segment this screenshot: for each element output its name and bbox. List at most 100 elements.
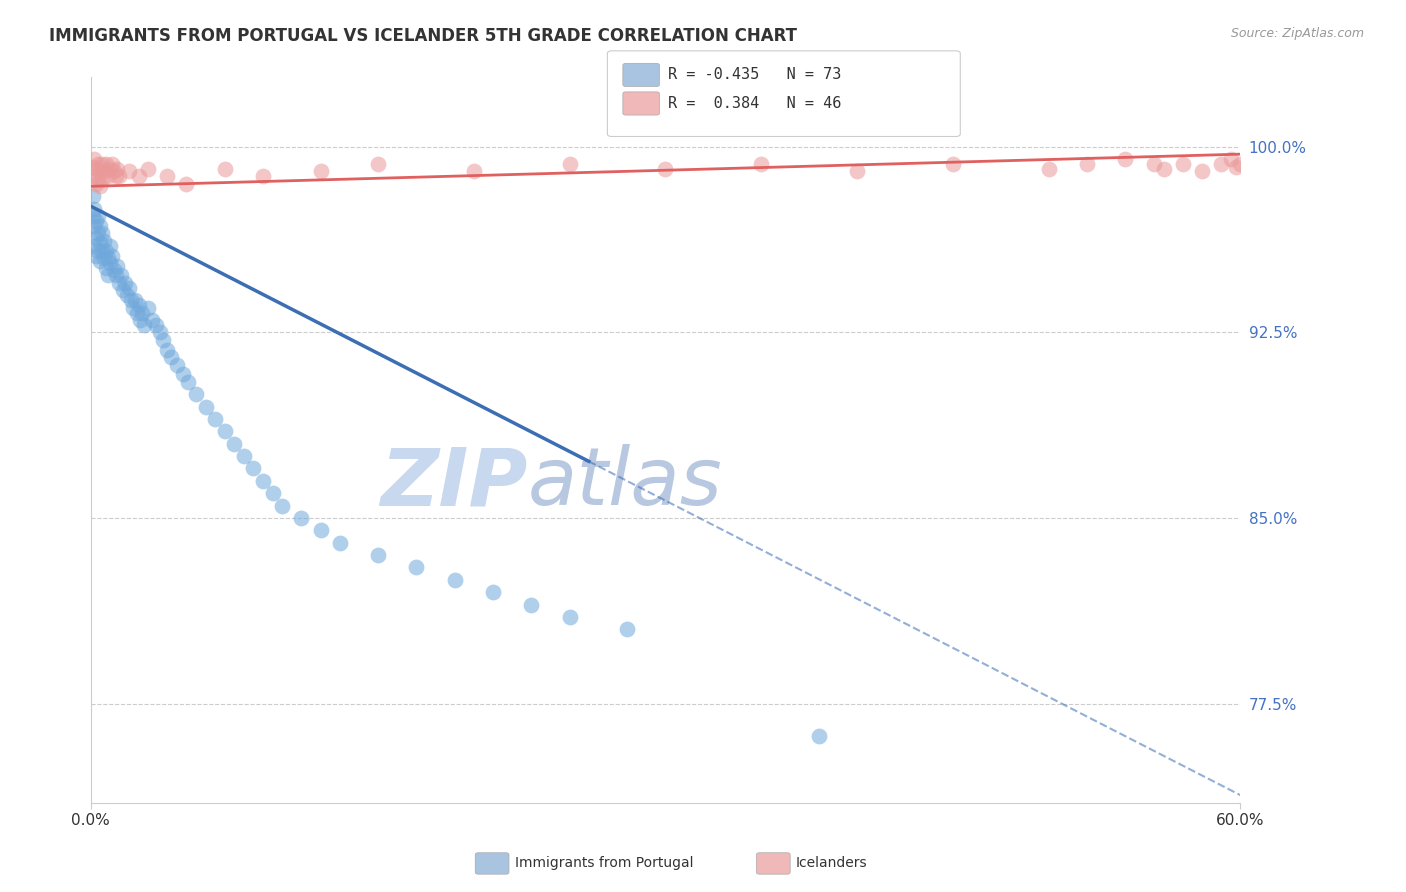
Point (329, 535, 352, 549)
Point (118, 281, 141, 295)
Point (160, 350, 183, 364)
Point (214, 161, 236, 176)
Point (156, 169, 179, 184)
Point (82, 209, 104, 223)
Point (94, 260, 117, 275)
Point (145, 318, 167, 332)
Point (103, 164, 125, 178)
Point (124, 293, 146, 308)
Point (1211, 157, 1233, 171)
Point (89, 179, 111, 194)
Point (91, 157, 114, 171)
Point (136, 161, 159, 176)
Point (129, 313, 152, 327)
Point (1038, 161, 1060, 176)
Point (749, 157, 772, 171)
Point (108, 169, 131, 184)
Point (558, 157, 581, 171)
Point (1076, 157, 1098, 171)
Point (97, 169, 120, 184)
Point (224, 436, 246, 450)
Point (86, 161, 108, 176)
Point (152, 333, 174, 347)
Point (1219, 152, 1241, 166)
Point (94, 244, 117, 258)
Point (93, 234, 115, 248)
Point (134, 318, 156, 332)
Point (176, 177, 198, 191)
Text: Source: ZipAtlas.com: Source: ZipAtlas.com (1230, 27, 1364, 40)
Point (1229, 157, 1251, 171)
Point (520, 598, 543, 612)
Point (271, 499, 294, 513)
Point (115, 288, 138, 302)
Point (194, 400, 217, 414)
Text: R =  0.384   N = 46: R = 0.384 N = 46 (668, 96, 841, 111)
Point (87, 157, 110, 171)
Point (141, 313, 163, 327)
Point (83, 219, 105, 233)
Point (463, 164, 485, 178)
Point (166, 358, 188, 372)
Point (1225, 160, 1247, 174)
Point (97, 268, 120, 283)
Point (108, 276, 131, 290)
Point (91, 227, 114, 241)
Point (172, 368, 194, 382)
Point (86, 177, 108, 191)
Text: IMMIGRANTS FROM PORTUGAL VS ICELANDER 5TH GRADE CORRELATION CHART: IMMIGRANTS FROM PORTUGAL VS ICELANDER 5T… (49, 27, 797, 45)
Point (214, 425, 236, 439)
Point (91, 172, 114, 186)
Point (242, 461, 264, 475)
Point (118, 164, 141, 178)
Point (121, 301, 143, 315)
Point (128, 298, 150, 312)
Point (443, 573, 465, 587)
Point (107, 161, 129, 176)
Text: R = -0.435   N = 73: R = -0.435 N = 73 (668, 68, 841, 82)
Point (405, 560, 427, 574)
Point (184, 387, 207, 401)
Point (104, 268, 127, 283)
Point (309, 164, 332, 178)
Point (87, 227, 110, 241)
Point (309, 524, 332, 538)
Point (232, 449, 254, 463)
Point (87, 209, 110, 223)
Point (100, 157, 122, 171)
Point (177, 375, 200, 389)
Text: atlas: atlas (527, 444, 723, 523)
Point (83, 152, 105, 166)
Point (1171, 157, 1194, 171)
Point (82, 160, 104, 174)
Point (100, 249, 122, 263)
Point (110, 268, 132, 283)
Point (83, 238, 105, 252)
Point (131, 305, 153, 319)
Point (86, 231, 108, 245)
Point (136, 301, 159, 315)
Point (204, 412, 226, 426)
Point (482, 585, 505, 599)
Point (93, 251, 115, 265)
Point (83, 202, 105, 216)
Point (82, 189, 104, 203)
Point (91, 244, 114, 258)
Point (252, 169, 274, 184)
Point (86, 249, 108, 263)
Point (156, 343, 179, 357)
Point (103, 263, 125, 277)
Point (252, 474, 274, 488)
Point (89, 164, 111, 178)
Point (367, 157, 389, 171)
Point (120, 293, 142, 308)
Point (290, 511, 312, 525)
Point (654, 161, 676, 176)
Point (104, 169, 127, 184)
Point (89, 236, 111, 251)
Point (1114, 152, 1136, 166)
Point (89, 253, 111, 268)
Text: ZIP: ZIP (380, 444, 527, 523)
Point (125, 305, 148, 319)
Point (149, 326, 172, 340)
